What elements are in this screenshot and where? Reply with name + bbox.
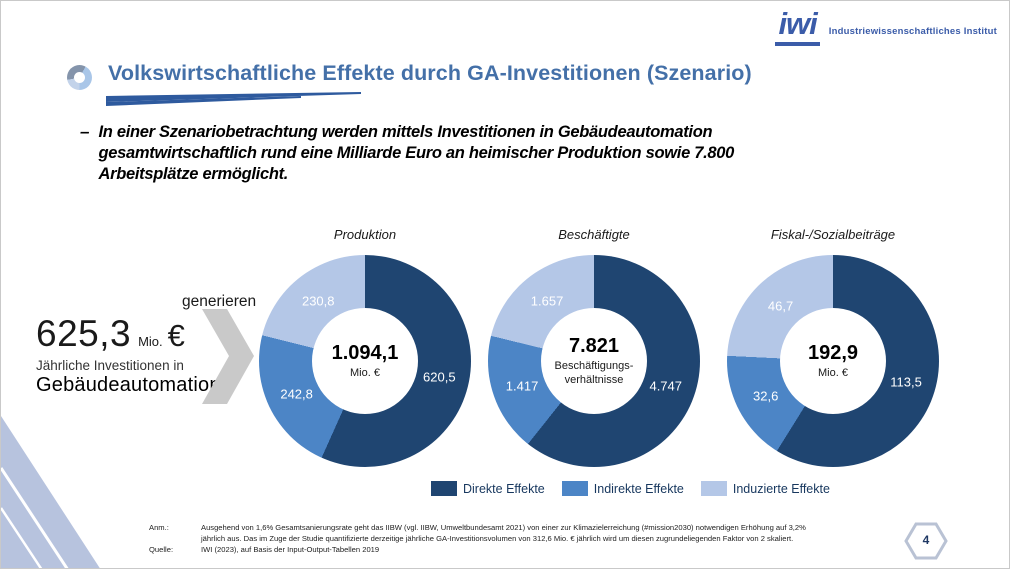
title-underline-swoosh (106, 92, 361, 106)
key-statement: – In einer Szenariobetrachtung werden mi… (80, 122, 774, 185)
footnote-text: Ausgehend von 1,6% Gesamtsanierungsrate … (201, 523, 806, 543)
footnote-quelle: Quelle: IWI (2023), auf Basis der Input-… (149, 545, 813, 556)
footnotes: Anm.: Ausgehend von 1,6% Gesamtsanierung… (149, 523, 813, 555)
slice-value-label: 32,6 (753, 388, 779, 404)
footnote-anm: Anm.: Ausgehend von 1,6% Gesamtsanierung… (149, 523, 813, 545)
investment-block: 625,3 Mio. € Jährliche Investitionen in … (36, 313, 221, 397)
donut-chart-beschaeftigte: Beschäftigte 7.821 Beschäftigungs- verhä… (488, 227, 700, 467)
legend-item-induzierte: Induzierte Effekte (700, 481, 830, 496)
legend-label: Indirekte Effekte (593, 481, 684, 496)
chart-title: Fiskal-/Sozialbeiträge (770, 227, 896, 242)
legend-item-indirekte: Indirekte Effekte (561, 481, 684, 496)
chart-title: Produktion (333, 227, 397, 242)
center-value: 192,9 (807, 341, 859, 364)
center-label: Mio. € (818, 366, 848, 379)
slice-value-label: 242,8 (280, 386, 313, 402)
investment-value: 625,3 (36, 313, 132, 354)
page-number-badge: 4 (904, 521, 948, 561)
generate-label: generieren (182, 293, 257, 310)
donut-chart-produktion: Produktion 1.094,1 Mio. € 620,5 242,8 230,… (259, 227, 471, 467)
donut-center: 7.821 Beschäftigungs- verhältnisse (541, 308, 647, 414)
footnote-label: Anm.: (149, 523, 169, 532)
legend-swatch-induzierte (700, 481, 727, 496)
donut-center: 192,9 Mio. € (780, 308, 886, 414)
legend-swatch-indirekte (561, 481, 588, 496)
donut-ring: 7.821 Beschäftigungs- verhältnisse 4.747… (488, 255, 700, 467)
chevron-right-arrow-icon (202, 309, 254, 404)
center-value: 1.094,1 (331, 341, 399, 364)
donut-chart-fiskal-sozialbeitraege: Fiskal-/Sozialbeiträge 192,9 Mio. € 113,… (727, 227, 939, 467)
investment-unit: Mio. (138, 334, 163, 349)
hexagon-icon (904, 522, 948, 560)
center-label: Mio. € (350, 366, 380, 379)
investment-desc-line1: Jährliche Investitionen in (36, 358, 184, 373)
legend-item-direkte: Direkte Effekte (431, 481, 545, 496)
legend-swatch-direkte (431, 481, 457, 496)
legend-label: Direkte Effekte (463, 481, 545, 496)
slice-value-label: 230,8 (301, 293, 335, 309)
key-statement-text: In einer Szenariobetrachtung werden mitt… (98, 123, 735, 184)
slice-value-label: 620,5 (423, 369, 456, 385)
legend-label: Induzierte Effekte (732, 481, 830, 496)
bullet-dash: – (80, 122, 90, 141)
slice-value-label: 1.417 (505, 378, 539, 394)
investment-desc-line2: Gebäudeautomation (36, 374, 221, 396)
iwi-logo-mark: iwi (775, 7, 820, 46)
slice-value-label: 1.657 (530, 293, 564, 309)
center-label: Beschäftigungs- verhältnisse (554, 359, 634, 386)
euro-sign: € (167, 318, 185, 353)
donut-ring: 192,9 Mio. € 113,5 32,6 46,7 (727, 255, 939, 467)
footnote-text: IWI (2023), auf Basis der Input-Output-T… (201, 544, 380, 554)
chart-legend: Direkte Effekte Indirekte Effekte Induzi… (431, 481, 830, 496)
chart-title: Beschäftigte (558, 227, 630, 242)
slice-value-label: 113,5 (890, 374, 922, 390)
slice-value-label: 4.747 (649, 378, 683, 394)
iwi-logo: iwi Industriewissenschaftliches Institut (775, 7, 997, 46)
footnote-label: Quelle: (149, 544, 174, 554)
corner-decoration (1, 416, 100, 568)
page-number: 4 (922, 533, 930, 547)
page-title: Volkswirtschaftliche Effekte durch GA-In… (108, 61, 752, 85)
donut-ring: 1.094,1 Mio. € 620,5 242,8 230,8 (259, 255, 471, 467)
slice-value-label: 46,7 (767, 298, 794, 314)
donut-center: 1.094,1 Mio. € (312, 308, 418, 414)
center-value: 7.821 (568, 334, 620, 357)
iwi-logo-name: Industriewissenschaftliches Institut (828, 25, 997, 37)
donut-bullet-icon (67, 65, 92, 90)
